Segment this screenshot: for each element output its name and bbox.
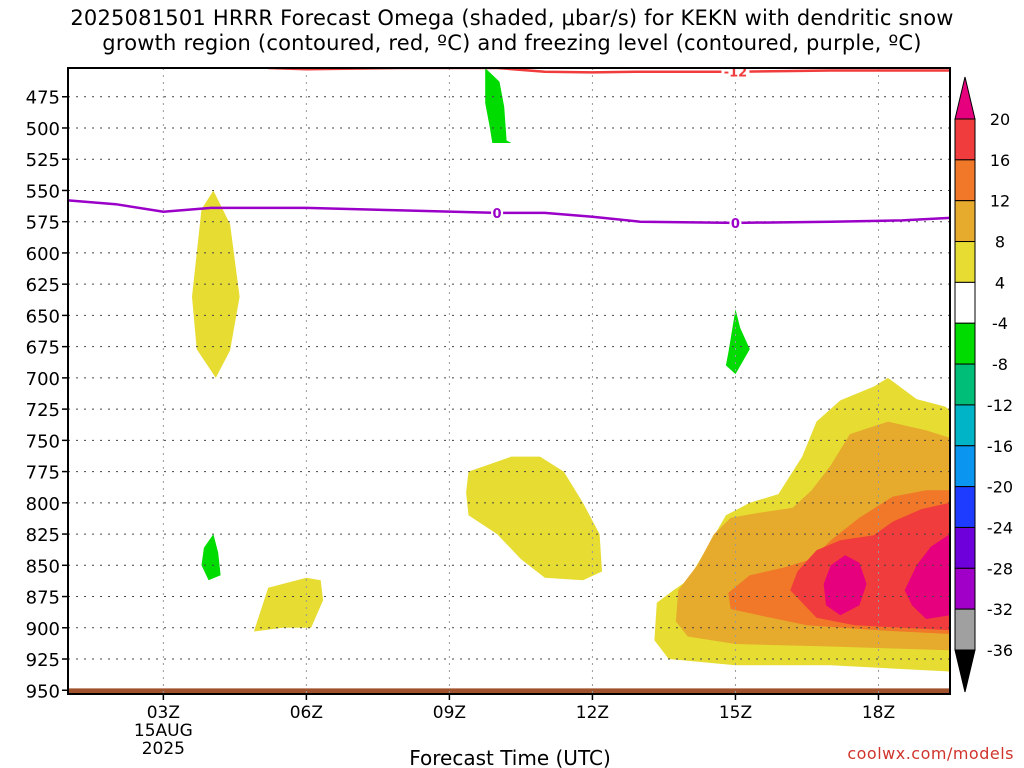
colorbar-swatch-1: [954, 159, 976, 202]
y-tick-label: 825: [26, 525, 60, 546]
y-tick-label: 900: [26, 619, 60, 640]
omega-region-5: [466, 456, 602, 581]
ground-band: [68, 688, 950, 694]
dendritic-growth-contour-label: -12: [724, 66, 748, 81]
x-tick-sublabel: 2025: [142, 739, 185, 759]
x-tick-label: 12Z: [576, 703, 609, 723]
y-tick-label: 850: [26, 556, 60, 577]
omega-region-3: [201, 534, 221, 581]
y-tick-label: 550: [26, 181, 60, 202]
colorbar-label: -24: [987, 518, 1013, 537]
y-tick-label: 500: [26, 119, 60, 140]
x-tick-label: 03Z: [147, 703, 180, 723]
colorbar-swatch-3: [954, 241, 976, 283]
chart-title: 2025081501 HRRR Forecast Omega (shaded, …: [0, 6, 1024, 56]
freezing-level-contour: [68, 199, 950, 225]
colorbar-label: -32: [987, 600, 1013, 619]
x-tick-label: 15Z: [719, 703, 752, 723]
y-tick-label: 600: [26, 244, 60, 265]
y-tick-label: 525: [26, 150, 60, 171]
plot-frame: [67, 67, 951, 695]
y-tick-label: 750: [26, 431, 60, 452]
colorbar-swatch-2: [954, 200, 976, 243]
colorbar-top-triangle: [954, 76, 976, 120]
colorbar-label: -20: [987, 478, 1013, 497]
colorbar-label: 8: [995, 233, 1005, 252]
omega-region-1: [485, 68, 512, 143]
grid-lines: [68, 68, 950, 694]
omega-region-0: [192, 190, 240, 378]
x-axis-label: Forecast Time (UTC): [409, 746, 611, 768]
credit-link[interactable]: coolwx.com/models: [847, 744, 1014, 763]
freezing-level-label-bg: [729, 215, 742, 230]
y-tick-label: 575: [26, 213, 60, 234]
colorbar-label: -16: [987, 437, 1013, 456]
omega-shading: [68, 68, 950, 694]
colorbar-swatch-4: [954, 281, 976, 324]
y-tick-label: 475: [26, 88, 60, 109]
colorbar-swatch-8: [954, 445, 976, 488]
y-tick-label: 650: [26, 306, 60, 327]
colorbar-swatch-0: [954, 118, 976, 161]
colorbar-label: 20: [990, 110, 1010, 129]
y-tick-label: 950: [26, 681, 60, 702]
omega-region-4: [253, 577, 324, 632]
x-tick-label: 09Z: [433, 703, 466, 723]
colorbar-label: 16: [990, 151, 1010, 170]
colorbar-bottom-triangle: [954, 649, 976, 693]
colorbar-label: -36: [987, 641, 1013, 660]
colorbar-swatch-10: [954, 526, 976, 569]
y-tick-label: 875: [26, 588, 60, 609]
y-tick-label: 925: [26, 650, 60, 671]
colorbar-swatch-6: [954, 363, 976, 406]
colorbar-label: 4: [995, 273, 1005, 292]
omega-region-2: [725, 309, 750, 375]
dendritic-growth-label-bg: [721, 68, 750, 79]
colorbar-label: -12: [987, 396, 1013, 415]
colorbar-swatch-7: [954, 404, 976, 447]
colorbar-swatch-12: [954, 608, 976, 651]
freezing-level-contour-label: 0: [731, 217, 740, 232]
y-tick-label: 625: [26, 275, 60, 296]
colorbar-label: -4: [992, 314, 1008, 333]
y-tick-label: 800: [26, 494, 60, 515]
omega-region-11: [823, 555, 867, 616]
x-tick-sublabel: 15AUG: [134, 721, 193, 741]
colorbar: 20 16 12 8 4 -4 -8 -12 -16 -20 -24 -28 -32 -36: [954, 76, 1013, 693]
x-tick-label: 18Z: [862, 703, 895, 723]
y-axis: 475 500 525 550 575 600 625 650 675 700 725 750 775 8…: [26, 88, 68, 702]
y-tick-label: 725: [26, 400, 60, 421]
freezing-level-label-bg: [491, 205, 504, 220]
colorbar-label: -8: [992, 355, 1008, 374]
x-tick-label: 06Z: [290, 703, 323, 723]
contour-lines: 0 0 -12: [68, 66, 950, 232]
title-line-2: growth region (contoured, red, ºC) and f…: [102, 31, 922, 55]
y-tick-label: 700: [26, 369, 60, 390]
colorbar-label: 12: [990, 192, 1010, 211]
omega-region-12: [904, 534, 950, 619]
freezing-level-contour-label: 0: [493, 207, 502, 222]
colorbar-label: -28: [987, 559, 1013, 578]
colorbar-swatch-5: [954, 322, 976, 365]
y-tick-label: 775: [26, 463, 60, 484]
colorbar-swatch-9: [954, 486, 976, 528]
y-tick-label: 675: [26, 338, 60, 359]
title-line-1: 2025081501 HRRR Forecast Omega (shaded, …: [70, 6, 954, 30]
colorbar-swatch-11: [954, 567, 976, 610]
